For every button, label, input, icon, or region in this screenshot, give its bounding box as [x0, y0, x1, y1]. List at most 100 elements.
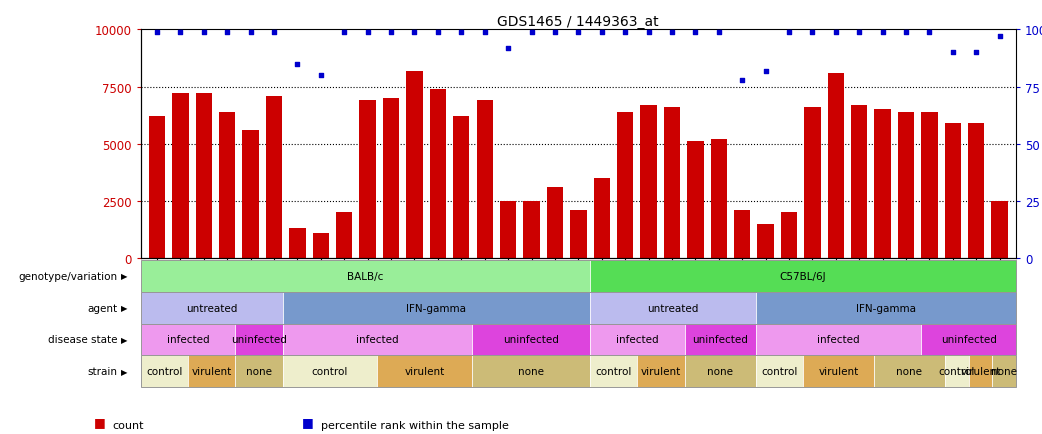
Point [406, 29, 423, 36]
Text: uninfected: uninfected [503, 335, 559, 345]
Bar [687, 142, 703, 258]
Bar [196, 94, 213, 258]
Point [640, 29, 656, 36]
Bar [476, 101, 493, 258]
Text: ▶: ▶ [121, 335, 127, 344]
Text: none: none [708, 366, 734, 376]
Bar [968, 124, 985, 258]
Text: control: control [146, 366, 182, 376]
Text: control: control [762, 366, 797, 376]
Text: strain: strain [88, 366, 118, 376]
Bar [149, 117, 166, 258]
Point [921, 29, 938, 36]
Text: none: none [991, 366, 1017, 376]
Point [336, 29, 352, 36]
Bar [734, 210, 750, 258]
Point [429, 29, 446, 36]
Text: ▶: ▶ [121, 367, 127, 376]
Bar [523, 201, 540, 258]
Bar [851, 105, 867, 258]
Bar [664, 108, 680, 258]
Text: control: control [596, 366, 632, 376]
Text: untreated: untreated [185, 303, 238, 313]
Text: ■: ■ [302, 415, 314, 428]
Bar [406, 71, 423, 258]
Point [968, 49, 985, 56]
Point [453, 29, 470, 36]
Point [593, 29, 610, 36]
Text: none: none [246, 366, 272, 376]
Point [897, 29, 914, 36]
Bar [641, 105, 656, 258]
Point [476, 29, 493, 36]
Text: BALB/c: BALB/c [347, 271, 383, 281]
Point [734, 77, 750, 84]
Bar [219, 112, 235, 258]
Text: none: none [518, 366, 544, 376]
Bar [453, 117, 470, 258]
Point [827, 29, 844, 36]
Point [851, 29, 868, 36]
Point [266, 29, 282, 36]
Bar [500, 201, 516, 258]
Bar [290, 229, 305, 258]
Point [664, 29, 680, 36]
Text: virulent: virulent [404, 366, 445, 376]
Title: GDS1465 / 1449363_at: GDS1465 / 1449363_at [497, 15, 660, 30]
Text: count: count [113, 421, 144, 430]
Text: uninfected: uninfected [692, 335, 748, 345]
Point [359, 29, 376, 36]
Text: virulent: virulent [818, 366, 859, 376]
Bar [359, 101, 376, 258]
Bar [337, 213, 352, 258]
Point [804, 29, 821, 36]
Bar [172, 94, 189, 258]
Text: percentile rank within the sample: percentile rank within the sample [321, 421, 508, 430]
Text: none: none [896, 366, 922, 376]
Text: IFN-gamma: IFN-gamma [406, 303, 467, 313]
Text: virulent: virulent [641, 366, 681, 376]
Point [711, 29, 727, 36]
Text: uninfected: uninfected [941, 335, 996, 345]
Text: IFN-gamma: IFN-gamma [855, 303, 916, 313]
Point [617, 29, 634, 36]
Point [219, 29, 235, 36]
Text: control: control [939, 366, 975, 376]
Point [172, 29, 189, 36]
Point [687, 29, 703, 36]
Text: control: control [312, 366, 348, 376]
Point [313, 72, 329, 79]
Text: virulent: virulent [192, 366, 231, 376]
Point [243, 29, 259, 36]
Point [149, 29, 166, 36]
Text: C57BL/6J: C57BL/6J [779, 271, 826, 281]
Text: agent: agent [88, 303, 118, 313]
Text: infected: infected [356, 335, 398, 345]
Bar [804, 108, 820, 258]
Text: infected: infected [817, 335, 860, 345]
Bar [382, 99, 399, 258]
Point [523, 29, 540, 36]
Text: virulent: virulent [961, 366, 1000, 376]
Text: uninfected: uninfected [231, 335, 287, 345]
Text: genotype/variation: genotype/variation [19, 271, 118, 281]
Bar [313, 233, 329, 258]
Text: ▶: ▶ [121, 303, 127, 312]
Point [758, 68, 774, 75]
Point [500, 45, 517, 52]
Bar [991, 201, 1008, 258]
Point [780, 29, 797, 36]
Bar [898, 112, 914, 258]
Point [874, 29, 891, 36]
Bar [874, 110, 891, 258]
Bar [711, 140, 727, 258]
Text: infected: infected [167, 335, 209, 345]
Bar [429, 89, 446, 258]
Point [196, 29, 213, 36]
Text: ▶: ▶ [121, 272, 127, 281]
Bar [547, 187, 563, 258]
Bar [921, 112, 938, 258]
Text: disease state: disease state [48, 335, 118, 345]
Point [570, 29, 587, 36]
Text: ■: ■ [94, 415, 105, 428]
